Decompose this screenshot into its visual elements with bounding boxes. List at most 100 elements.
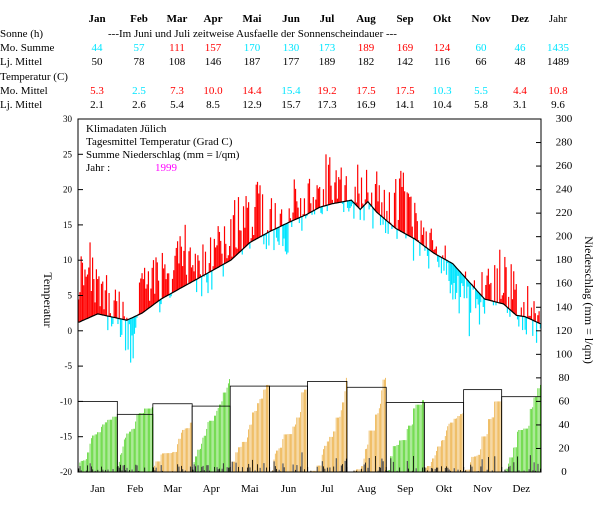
cumulative-precip-bar [243, 442, 244, 472]
cumulative-precip-bar [450, 423, 451, 472]
cumulative-precip-bar [299, 418, 300, 472]
cumulative-precip-bar [340, 417, 341, 472]
temp-mean-value: 17.3 [317, 99, 337, 111]
sun-monthly-value: 46 [515, 42, 527, 54]
temp-mean-year: 9.6 [551, 99, 565, 111]
cumulative-precip-bar [496, 401, 497, 472]
cumulative-precip-bar [498, 401, 499, 472]
year-label: Jahr : [86, 162, 110, 174]
temp-mean-value: 8.5 [206, 99, 220, 111]
x-tick-label: Mar [163, 483, 182, 495]
cumulative-precip-bar [173, 452, 174, 472]
cumulative-precip-bar [159, 461, 160, 472]
cumulative-precip-bar [370, 431, 371, 472]
cumulative-precip-bar [257, 403, 258, 472]
cumulative-precip-bar [516, 447, 517, 472]
cumulative-precip-bar [440, 446, 441, 472]
month-header: Jul [320, 13, 335, 25]
sun-mean-value: 48 [515, 56, 527, 68]
cumulative-precip-bar [285, 434, 286, 472]
left-tick-label: -20 [60, 467, 72, 477]
month-header: Dez [511, 13, 529, 25]
daily-precip-bar [275, 466, 276, 472]
left-tick-label: 30 [63, 114, 73, 124]
daily-precip-bar [364, 464, 365, 472]
daily-precip-bar [135, 465, 136, 472]
sun-mean-value: 182 [358, 56, 375, 68]
cumulative-precip-bar [337, 418, 338, 472]
cumulative-precip-bar [303, 392, 304, 472]
cumulative-precip-bar [346, 378, 347, 472]
cumulative-precip-bar [374, 431, 375, 472]
cumulative-precip-bar [265, 389, 266, 472]
daily-precip-bar [336, 458, 337, 472]
cumulative-precip-bar [279, 448, 280, 472]
x-tick-label: Feb [127, 483, 144, 495]
daily-precip-bar [441, 466, 442, 472]
right-tick-label: 160 [556, 278, 573, 290]
sun-monthly-value: 60 [476, 42, 488, 54]
summary-table: Sonne (h) ---Im Juni und Juli zeitweise … [0, 13, 570, 111]
cumulative-precip-bar [110, 420, 111, 472]
cumulative-precip-bar [247, 437, 248, 472]
sun-monthly-value: 111 [169, 42, 185, 54]
right-tick-label: 80 [559, 372, 571, 384]
cumulative-precip-bar [172, 452, 173, 472]
sun-monthly-value: 124 [434, 42, 451, 54]
cumulative-precip-bar [92, 436, 93, 472]
cumulative-precip-bar [338, 418, 339, 472]
cumulative-precip-bar [256, 411, 257, 472]
cumulative-precip-bar [327, 441, 328, 472]
right-tick-label: 300 [556, 113, 573, 125]
sun-mean-value: 142 [397, 56, 414, 68]
cumulative-precip-bar [105, 422, 106, 472]
right-tick-label: 180 [556, 254, 573, 266]
daily-precip-bar [445, 468, 446, 472]
daily-precip-bar [194, 464, 195, 472]
daily-precip-bar [293, 465, 294, 472]
cumulative-precip-bar [220, 405, 221, 472]
cumulative-precip-bar [225, 393, 226, 472]
daily-precip-bar [283, 463, 284, 472]
right-tick-label: 260 [556, 160, 573, 172]
cumulative-precip-bar [167, 453, 168, 472]
cumulative-precip-bar [134, 429, 135, 472]
daily-precip-bar [257, 464, 258, 472]
daily-precip-bar [120, 465, 121, 472]
cumulative-precip-bar [454, 419, 455, 472]
cumulative-precip-bar [127, 434, 128, 472]
cumulative-precip-bar [483, 436, 484, 472]
cumulative-precip-bar [199, 450, 200, 472]
cumulative-precip-bar [241, 447, 242, 472]
cumulative-precip-bar [109, 420, 110, 472]
cumulative-precip-bar [190, 423, 191, 472]
cumulative-precip-bar [342, 402, 343, 472]
cumulative-precip-bar [447, 426, 448, 472]
daily-precip-bar [250, 467, 251, 472]
daily-precip-bar [454, 468, 455, 472]
cumulative-precip-bar [366, 449, 367, 472]
cumulative-precip-bar [474, 456, 475, 472]
daily-precip-bar [422, 468, 423, 472]
cumulative-precip-bar [128, 434, 129, 472]
cumulative-precip-bar [258, 403, 259, 472]
daily-precip-bar [488, 457, 489, 472]
cumulative-precip-bar [262, 399, 263, 472]
cumulative-precip-bar [211, 421, 212, 472]
daily-precip-bar [517, 456, 518, 472]
cumulative-precip-bar [487, 434, 488, 472]
cumulative-precip-bar [213, 421, 214, 472]
cumulative-precip-bar [414, 408, 415, 472]
x-tick-label: Apr [203, 483, 220, 495]
left-tick-label: -5 [65, 361, 73, 371]
daily-precip-bar [300, 466, 301, 472]
cumulative-precip-bar [185, 428, 186, 472]
cumulative-precip-bar [408, 426, 409, 472]
cumulative-precip-bar [187, 428, 188, 472]
month-header: Apr [204, 13, 223, 25]
daily-precip-bar [252, 460, 253, 472]
daily-precip-bar [203, 466, 204, 472]
climate-figure: Sonne (h) ---Im Juni und Juli zeitweise … [0, 0, 600, 500]
daily-precip-bar [223, 463, 224, 472]
right-tick-label: 120 [556, 325, 573, 337]
